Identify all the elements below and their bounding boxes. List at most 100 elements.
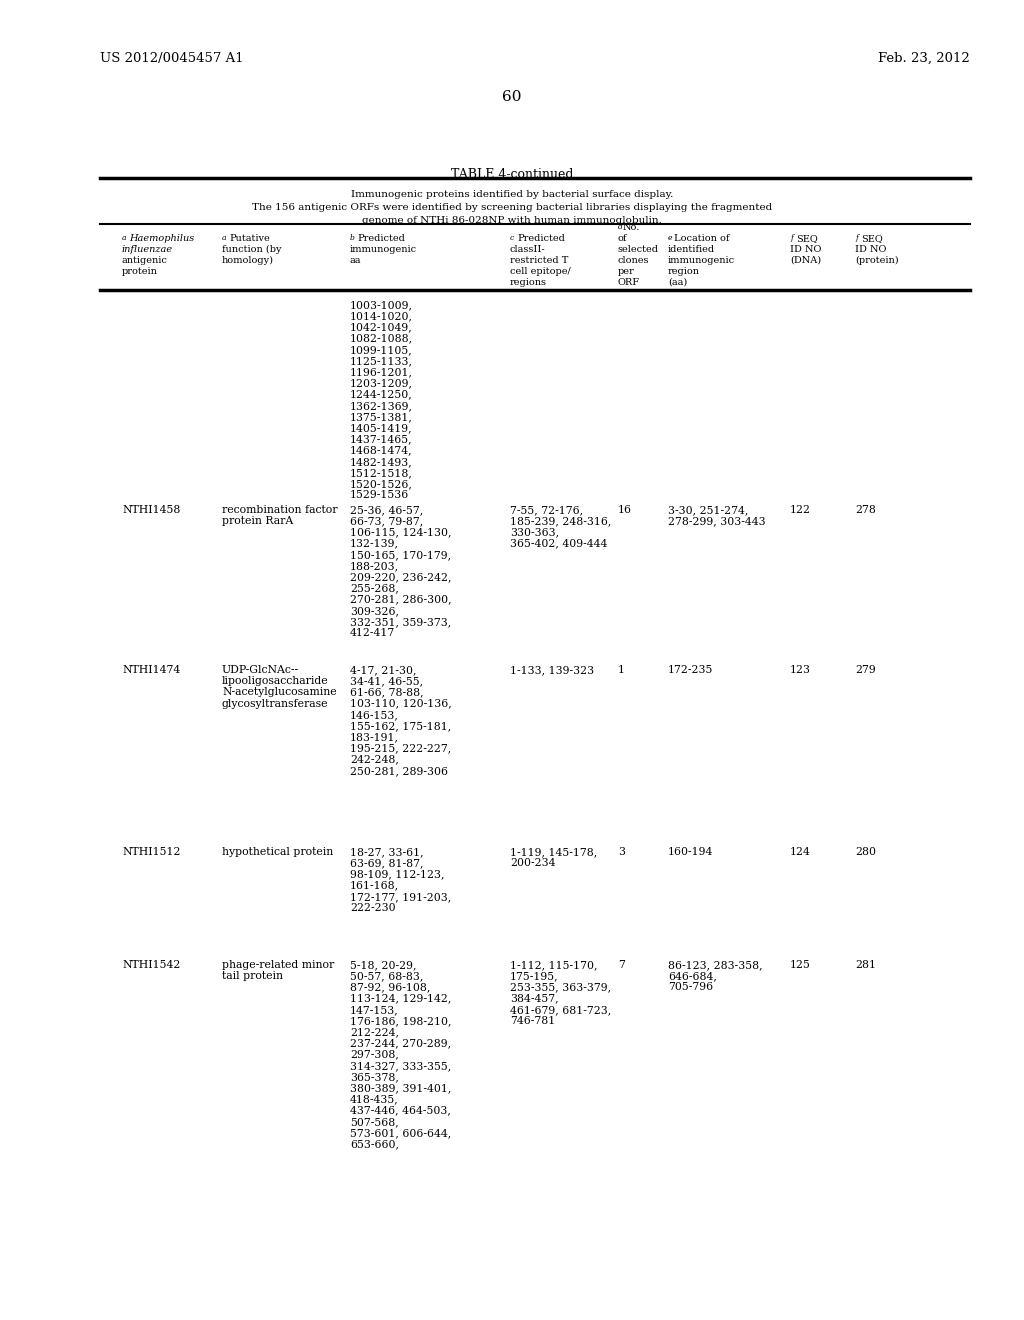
- Text: 122: 122: [790, 506, 811, 515]
- Text: 222-230: 222-230: [350, 903, 395, 913]
- Text: 113-124, 129-142,: 113-124, 129-142,: [350, 994, 452, 1003]
- Text: 365-402, 409-444: 365-402, 409-444: [510, 539, 607, 549]
- Text: 7: 7: [618, 960, 625, 970]
- Text: 242-248,: 242-248,: [350, 755, 399, 764]
- Text: 1375-1381,: 1375-1381,: [350, 412, 413, 422]
- Text: 98-109, 112-123,: 98-109, 112-123,: [350, 870, 444, 879]
- Text: 270-281, 286-300,: 270-281, 286-300,: [350, 594, 452, 605]
- Text: antigenic: antigenic: [122, 256, 168, 265]
- Text: c: c: [510, 234, 514, 242]
- Text: 1512-1518,: 1512-1518,: [350, 469, 413, 478]
- Text: recombination factor: recombination factor: [222, 506, 338, 515]
- Text: region: region: [668, 267, 700, 276]
- Text: Haemophilus: Haemophilus: [129, 234, 195, 243]
- Text: 330-363,: 330-363,: [510, 528, 559, 537]
- Text: 1-119, 145-178,: 1-119, 145-178,: [510, 847, 597, 857]
- Text: 1196-1201,: 1196-1201,: [350, 367, 413, 378]
- Text: 125: 125: [790, 960, 811, 970]
- Text: regions: regions: [510, 279, 547, 286]
- Text: 461-679, 681-723,: 461-679, 681-723,: [510, 1005, 611, 1015]
- Text: 237-244, 270-289,: 237-244, 270-289,: [350, 1039, 452, 1048]
- Text: 188-203,: 188-203,: [350, 561, 399, 572]
- Text: hypothetical protein: hypothetical protein: [222, 847, 333, 857]
- Text: 365-378,: 365-378,: [350, 1072, 399, 1082]
- Text: 25-36, 46-57,: 25-36, 46-57,: [350, 506, 423, 515]
- Text: 1405-1419,: 1405-1419,: [350, 424, 413, 433]
- Text: 653-660,: 653-660,: [350, 1139, 399, 1150]
- Text: homology): homology): [222, 256, 274, 265]
- Text: 183-191,: 183-191,: [350, 733, 399, 742]
- Text: NTHI1474: NTHI1474: [122, 665, 180, 675]
- Text: 278: 278: [855, 506, 876, 515]
- Text: 255-268,: 255-268,: [350, 583, 399, 594]
- Text: 280: 280: [855, 847, 876, 857]
- Text: 1437-1465,: 1437-1465,: [350, 434, 413, 445]
- Text: 60: 60: [502, 90, 522, 104]
- Text: 380-389, 391-401,: 380-389, 391-401,: [350, 1084, 452, 1093]
- Text: 7-55, 72-176,: 7-55, 72-176,: [510, 506, 583, 515]
- Text: aa: aa: [350, 256, 361, 265]
- Text: 309-326,: 309-326,: [350, 606, 399, 616]
- Text: cell epitope/: cell epitope/: [510, 267, 570, 276]
- Text: 332-351, 359-373,: 332-351, 359-373,: [350, 616, 452, 627]
- Text: genome of NTHi 86-028NP with human immunoglobulin.: genome of NTHi 86-028NP with human immun…: [362, 216, 662, 224]
- Text: 175-195,: 175-195,: [510, 972, 559, 981]
- Text: lipooligosaccharide: lipooligosaccharide: [222, 676, 329, 686]
- Text: 250-281, 289-306: 250-281, 289-306: [350, 766, 449, 776]
- Text: glycosyltransferase: glycosyltransferase: [222, 698, 329, 709]
- Text: US 2012/0045457 A1: US 2012/0045457 A1: [100, 51, 244, 65]
- Text: 278-299, 303-443: 278-299, 303-443: [668, 516, 766, 527]
- Text: NTHI1512: NTHI1512: [122, 847, 180, 857]
- Text: classII-: classII-: [510, 246, 546, 253]
- Text: 132-139,: 132-139,: [350, 539, 399, 549]
- Text: 66-73, 79-87,: 66-73, 79-87,: [350, 516, 423, 527]
- Text: immunogenic: immunogenic: [350, 246, 417, 253]
- Text: NTHI1458: NTHI1458: [122, 506, 180, 515]
- Text: 646-684,: 646-684,: [668, 972, 717, 981]
- Text: function (by: function (by: [222, 246, 282, 255]
- Text: 160-194: 160-194: [668, 847, 714, 857]
- Text: 18-27, 33-61,: 18-27, 33-61,: [350, 847, 424, 857]
- Text: ID NO: ID NO: [855, 246, 887, 253]
- Text: Immunogenic proteins identified by bacterial surface display.: Immunogenic proteins identified by bacte…: [351, 190, 673, 199]
- Text: 150-165, 170-179,: 150-165, 170-179,: [350, 550, 452, 560]
- Text: 176-186, 198-210,: 176-186, 198-210,: [350, 1016, 452, 1026]
- Text: 34-41, 46-55,: 34-41, 46-55,: [350, 676, 423, 686]
- Text: NTHI1542: NTHI1542: [122, 960, 180, 970]
- Text: SEQ: SEQ: [796, 234, 818, 243]
- Text: 185-239, 248-316,: 185-239, 248-316,: [510, 516, 611, 527]
- Text: 16: 16: [618, 506, 632, 515]
- Text: (aa): (aa): [668, 279, 687, 286]
- Text: (protein): (protein): [855, 256, 899, 265]
- Text: 1099-1105,: 1099-1105,: [350, 345, 413, 355]
- Text: 63-69, 81-87,: 63-69, 81-87,: [350, 858, 424, 869]
- Text: 200-234: 200-234: [510, 858, 555, 869]
- Text: 5-18, 20-29,: 5-18, 20-29,: [350, 960, 417, 970]
- Text: 123: 123: [790, 665, 811, 675]
- Text: SEQ: SEQ: [861, 234, 883, 243]
- Text: 1244-1250,: 1244-1250,: [350, 389, 413, 400]
- Text: 507-568,: 507-568,: [350, 1117, 398, 1127]
- Text: No.: No.: [623, 223, 640, 232]
- Text: 412-417: 412-417: [350, 628, 395, 638]
- Text: 209-220, 236-242,: 209-220, 236-242,: [350, 572, 452, 582]
- Text: immunogenic: immunogenic: [668, 256, 735, 265]
- Text: tail protein: tail protein: [222, 972, 283, 981]
- Text: 61-66, 78-88,: 61-66, 78-88,: [350, 688, 424, 697]
- Text: Predicted: Predicted: [517, 234, 565, 243]
- Text: d: d: [618, 223, 623, 231]
- Text: Putative: Putative: [229, 234, 269, 243]
- Text: 437-446, 464-503,: 437-446, 464-503,: [350, 1106, 451, 1115]
- Text: 1-112, 115-170,: 1-112, 115-170,: [510, 960, 597, 970]
- Text: 1362-1369,: 1362-1369,: [350, 401, 413, 411]
- Text: 172-235: 172-235: [668, 665, 714, 675]
- Text: 1: 1: [618, 665, 625, 675]
- Text: 4-17, 21-30,: 4-17, 21-30,: [350, 665, 417, 675]
- Text: N-acetylglucosamine: N-acetylglucosamine: [222, 688, 337, 697]
- Text: 384-457,: 384-457,: [510, 994, 559, 1003]
- Text: of: of: [618, 234, 628, 243]
- Text: 161-168,: 161-168,: [350, 880, 399, 891]
- Text: 124: 124: [790, 847, 811, 857]
- Text: 1468-1474,: 1468-1474,: [350, 446, 413, 455]
- Text: a: a: [222, 234, 226, 242]
